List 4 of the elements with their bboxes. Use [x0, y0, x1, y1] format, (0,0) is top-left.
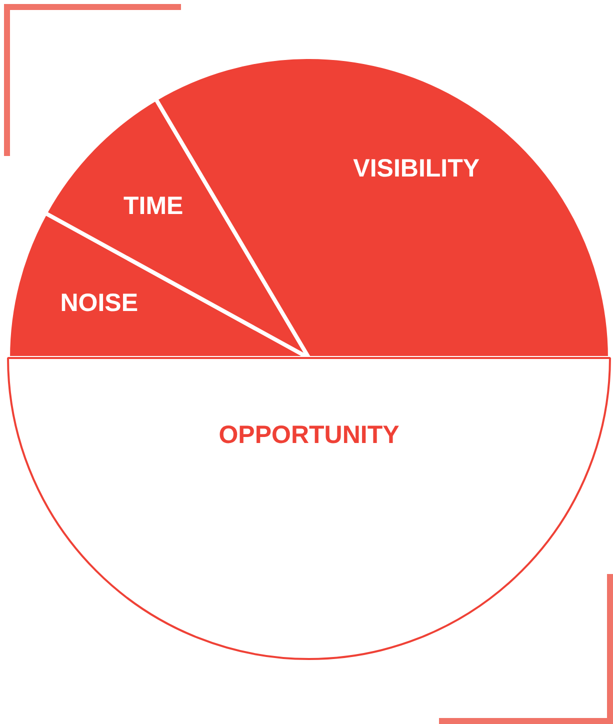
slice-label: OPPORTUNITY [218, 421, 400, 450]
slice-label: NOISE [60, 288, 138, 317]
slice-label: VISIBILITY [353, 154, 480, 183]
slice-label: TIME [124, 192, 184, 220]
